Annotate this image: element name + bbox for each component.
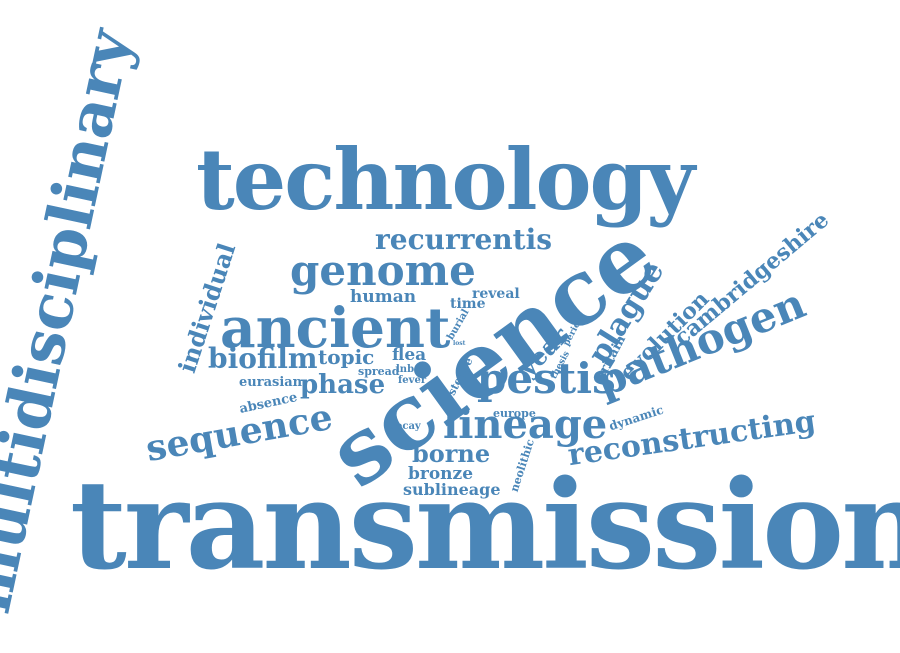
word-lnba: lnba bbox=[396, 364, 421, 375]
word-biofilm: biofilm bbox=[208, 342, 318, 375]
word-time: time bbox=[450, 296, 486, 312]
word-reveal: reveal bbox=[472, 286, 520, 302]
word-decay: decay bbox=[389, 421, 421, 432]
word-fever: fever bbox=[398, 375, 427, 386]
word-ancient: ancient bbox=[220, 295, 451, 360]
word-topic: topic bbox=[318, 345, 375, 369]
word-lineage: lineage bbox=[443, 401, 608, 448]
word-technology: technology bbox=[196, 130, 695, 229]
word-transmission: transmission bbox=[70, 454, 900, 598]
word-human: human bbox=[350, 287, 417, 307]
word-bronze: bronze bbox=[408, 464, 474, 484]
word-eurasian: eurasian bbox=[239, 375, 303, 390]
word-spread: spread bbox=[358, 365, 400, 378]
word-recurrentis: recurrentis bbox=[375, 223, 552, 256]
word-europe: europe bbox=[493, 407, 536, 420]
word-pestis: pestis bbox=[477, 354, 616, 403]
word-sublineage: sublineage bbox=[403, 480, 501, 499]
word-lost: lost bbox=[453, 340, 466, 347]
word-phase: phase bbox=[300, 370, 386, 400]
word-borne: borne bbox=[412, 439, 491, 468]
word-flea: flea bbox=[392, 345, 427, 365]
word-genome: genome bbox=[290, 246, 476, 295]
